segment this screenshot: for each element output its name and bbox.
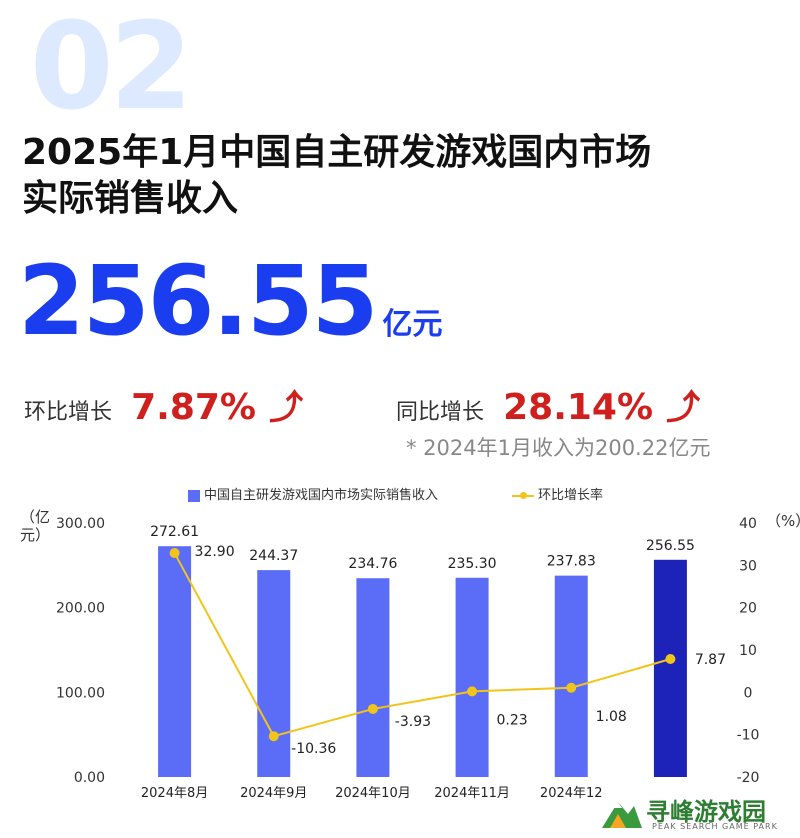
- line-value-label: 0.23: [496, 712, 527, 728]
- bar: [257, 570, 291, 777]
- y-right-tick-label: -10: [737, 728, 760, 744]
- bar-value-label: 234.76: [348, 556, 397, 572]
- x-tick-label: 2024年8月: [141, 786, 208, 800]
- mountain-icon: [602, 802, 642, 828]
- legend-line-swatch: [512, 491, 534, 499]
- y-right-tick-label: -20: [737, 770, 760, 786]
- bar: [653, 559, 687, 777]
- site-logo: 寻峰游戏园 PEAK SEARCH GAME PARK: [600, 792, 792, 832]
- y-right-tick-label: 0: [744, 685, 753, 701]
- mom-value: 7.87%: [131, 387, 257, 428]
- y-left-tick-label: 100.00: [56, 685, 105, 701]
- up-arrow-icon: ⤴: [666, 388, 701, 428]
- line-value-label: 1.08: [596, 709, 627, 725]
- legend-bar-label: 中国自主研发游戏国内市场实际销售收入: [204, 488, 439, 503]
- amount-unit: 亿元: [382, 307, 443, 342]
- logo-subtitle: PEAK SEARCH GAME PARK: [652, 822, 778, 831]
- x-tick-label: 2024年10月: [335, 786, 411, 800]
- y-right-tick-label: 30: [739, 558, 757, 574]
- y-right-tick-label: 20: [739, 601, 757, 617]
- revenue-amount: 256.55 亿元: [18, 245, 442, 357]
- x-tick-label: 2024年11月: [434, 786, 510, 800]
- section-number: 02: [30, 0, 193, 137]
- legend-line: 环比增长率: [512, 484, 603, 503]
- footnote: * 2024年1月收入为200.22亿元: [406, 436, 711, 460]
- title-line-2: 实际销售收入: [22, 178, 239, 219]
- page-title: 2025年1月中国自主研发游戏国内市场 实际销售收入: [22, 130, 782, 222]
- bar-value-label: 256.55: [646, 538, 695, 554]
- bar-value-label: 244.37: [249, 548, 298, 564]
- series-line: [173, 552, 671, 738]
- yoy-label: 同比增长: [396, 400, 485, 425]
- yoy-stat: 同比增长 28.14% ⤴: [396, 380, 700, 429]
- bar: [356, 578, 390, 777]
- bar: [158, 546, 192, 777]
- line-point: [665, 654, 676, 665]
- yoy-value: 28.14%: [503, 387, 654, 428]
- combo-chart: 0.00 100.00 200.00 300.00 -20 -10 0 10 20 30 40 272…: [56, 516, 760, 800]
- y-right-tick-label: 10: [739, 643, 757, 659]
- legend-bar: 中国自主研发游戏国内市场实际销售收入: [188, 484, 438, 503]
- title-line-1: 2025年1月中国自主研发游戏国内市场: [22, 132, 652, 173]
- logo-name: 寻峰游戏园: [646, 798, 766, 826]
- legend-bar-swatch: [188, 489, 200, 502]
- bar-value-label: 237.83: [547, 554, 596, 570]
- line-point: [566, 682, 577, 693]
- amount-value: 256.55: [18, 245, 378, 357]
- x-tick-label: 2024年9月: [240, 786, 307, 800]
- bar: [455, 577, 489, 777]
- line-value-label: 7.87: [695, 652, 726, 668]
- line-point: [467, 686, 478, 697]
- y-left-tick-label: 0.00: [74, 770, 105, 786]
- x-tick-label: 2024年12: [540, 786, 603, 800]
- mom-label: 环比增长: [24, 400, 113, 425]
- y-left-tick-label: 300.00: [56, 516, 105, 532]
- up-arrow-icon: ⤴: [269, 388, 304, 428]
- legend-line-label: 环比增长率: [538, 488, 604, 503]
- line-point: [268, 731, 279, 742]
- line-point: [169, 548, 180, 559]
- line-value-label: -3.93: [395, 714, 431, 730]
- bar-value-label: 272.61: [150, 524, 199, 540]
- line-point: [367, 703, 378, 714]
- line-value-label: -10.36: [291, 741, 336, 757]
- line-value-label: 32.90: [195, 544, 235, 560]
- mom-stat: 环比增长 7.87% ⤴: [24, 380, 303, 429]
- bar: [554, 575, 588, 777]
- y-right-tick-label: 40: [739, 516, 757, 532]
- bar-value-label: 235.30: [448, 556, 497, 572]
- y-left-tick-label: 200.00: [56, 601, 105, 617]
